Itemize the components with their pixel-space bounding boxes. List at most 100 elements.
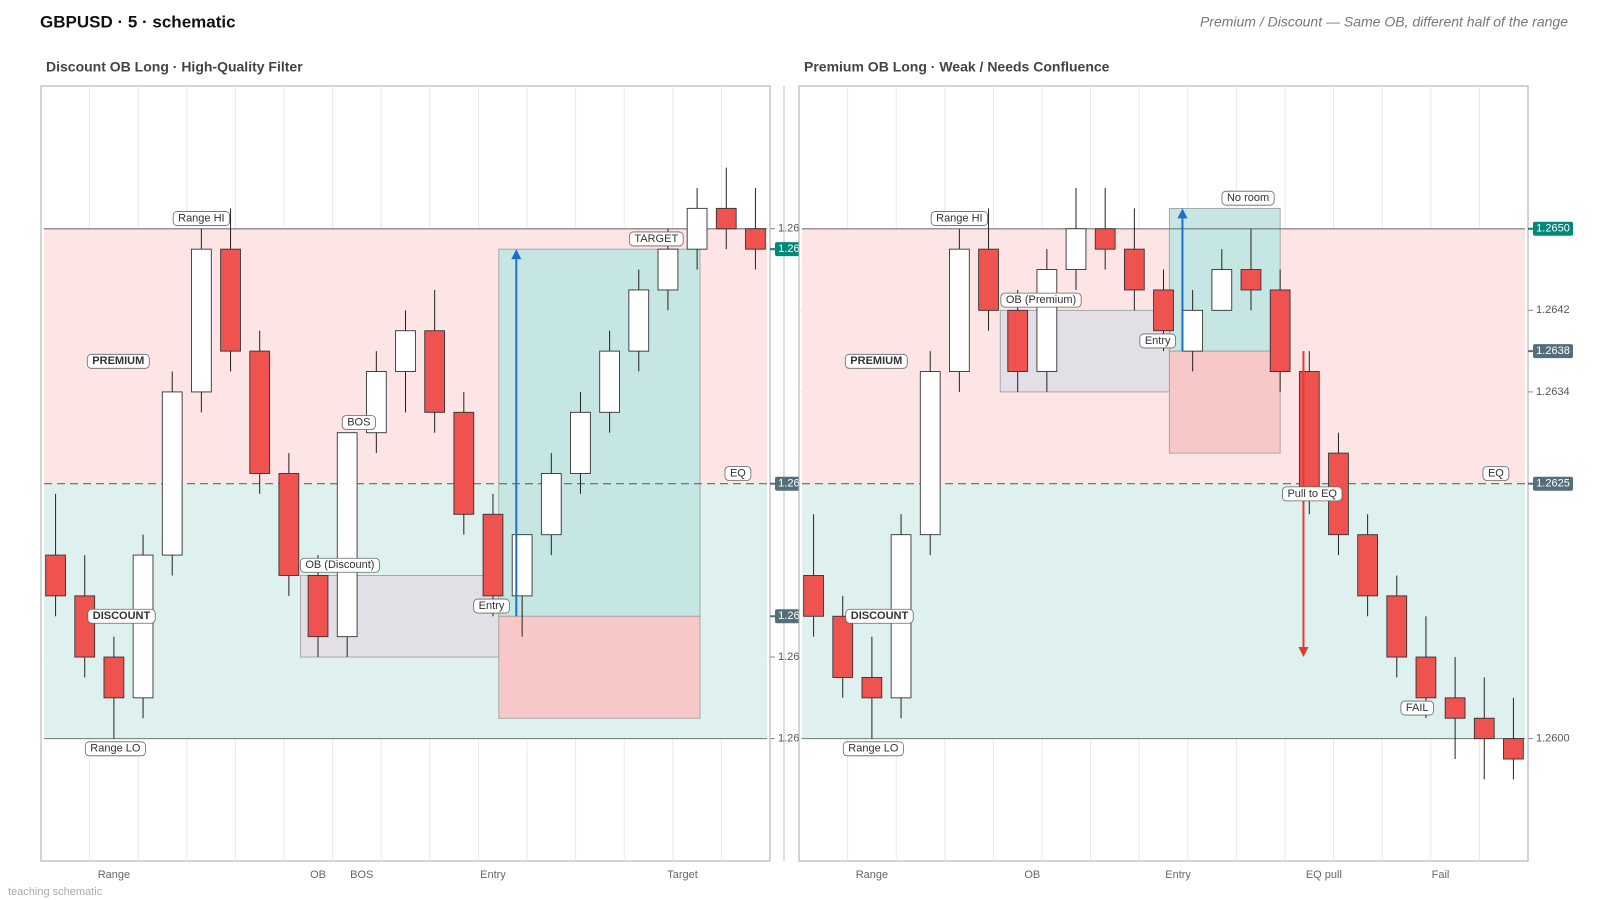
page-title: GBPUSD · 5 · schematic xyxy=(40,12,236,31)
candle-body xyxy=(278,473,300,576)
annotation-box xyxy=(1482,466,1510,481)
x-tick-label: BOS xyxy=(350,869,373,881)
annotation-box xyxy=(844,353,908,369)
annotation-box xyxy=(1139,333,1176,349)
x-tick-label: Fail xyxy=(1432,869,1450,881)
candle-body xyxy=(1211,269,1233,311)
candle-body xyxy=(1415,656,1437,699)
annotation-box xyxy=(930,211,989,226)
annotation: FAIL xyxy=(1406,702,1429,714)
annotation: DISCOUNT xyxy=(93,610,151,622)
y-tick-label: 1.2600 xyxy=(1536,733,1570,745)
candle-body xyxy=(657,248,679,291)
price-tag xyxy=(1533,221,1573,236)
price-tag xyxy=(1533,476,1573,491)
price-tag-label: 1.2625 xyxy=(1536,478,1570,490)
candle-body xyxy=(1007,309,1029,372)
x-tick-label: Entry xyxy=(480,869,506,881)
annotation-box xyxy=(845,608,914,624)
annotation-box xyxy=(1221,190,1275,206)
price-tag xyxy=(1533,344,1573,359)
annotation: TARGET xyxy=(634,233,678,245)
price-tag-label: 1.2650 xyxy=(1536,223,1570,235)
annotation: OB (Premium) xyxy=(1006,294,1076,306)
candle-body xyxy=(1386,595,1408,658)
candle-body xyxy=(540,473,562,536)
candle-body xyxy=(1298,371,1320,495)
price-tag-label: 1.2638 xyxy=(1536,345,1570,357)
annotation-box xyxy=(473,598,510,614)
footer: teaching schematic xyxy=(8,886,103,898)
x-tick-label: Range xyxy=(98,869,130,881)
candle-body xyxy=(249,350,271,474)
candle-body xyxy=(832,615,854,678)
x-tick-label: EQ pull xyxy=(1306,869,1342,881)
page-subtitle: Premium / Discount — Same OB, different … xyxy=(1200,14,1568,30)
candle-body xyxy=(220,248,241,352)
candle-body xyxy=(1094,228,1116,250)
box xyxy=(300,575,500,658)
annotation: Range HI xyxy=(178,212,224,224)
annotation: Range LO xyxy=(90,743,141,755)
annotation: Range HI xyxy=(936,212,982,224)
arrow-head xyxy=(1298,647,1309,658)
candle-body xyxy=(1357,534,1378,597)
annotation: BOS xyxy=(347,416,370,428)
candle-body xyxy=(861,676,883,699)
annotation-box xyxy=(299,557,380,573)
candle-body xyxy=(919,371,941,536)
annotation-box xyxy=(84,741,146,757)
candle-body xyxy=(453,411,475,515)
annotation-box xyxy=(724,466,752,481)
candle-body xyxy=(686,207,708,250)
candle-body xyxy=(1153,289,1174,332)
candle-body xyxy=(103,656,125,699)
candle-body xyxy=(336,432,358,638)
candle-body xyxy=(1182,309,1204,352)
annotation: Pull to EQ xyxy=(1287,488,1337,500)
candle-body xyxy=(161,391,183,556)
candle-body xyxy=(191,248,212,393)
candle-body xyxy=(570,411,591,474)
candle-body xyxy=(45,554,66,597)
annotation: EQ xyxy=(1488,467,1504,479)
annotation-box xyxy=(1282,486,1343,502)
candle-body xyxy=(978,248,999,311)
candle-body xyxy=(745,228,766,250)
annotation: Entry xyxy=(479,600,505,612)
annotation: DISCOUNT xyxy=(851,610,909,622)
x-tick-label: Range xyxy=(856,869,888,881)
panel-title: Discount OB Long · High-Quality Filter xyxy=(46,59,303,75)
candle-body xyxy=(482,513,504,597)
x-tick-label: Target xyxy=(667,869,698,881)
x-tick-label: Entry xyxy=(1165,869,1191,881)
annotation-box xyxy=(341,415,376,430)
x-tick-label: OB xyxy=(310,869,326,881)
candle-body xyxy=(1269,289,1291,372)
candle-body xyxy=(395,330,416,372)
box xyxy=(1168,350,1281,454)
box xyxy=(498,615,701,719)
panel-title: Premium OB Long · Weak / Needs Confluenc… xyxy=(804,59,1110,75)
candle-body xyxy=(1503,738,1524,760)
annotation-box xyxy=(628,231,684,247)
annotation-box xyxy=(86,353,150,369)
candle-body xyxy=(132,554,154,699)
annotation-box xyxy=(842,741,904,757)
annotation-box xyxy=(1400,700,1434,716)
candle-body xyxy=(1240,269,1262,291)
candle-body xyxy=(74,595,96,658)
annotation: OB (Discount) xyxy=(305,559,374,571)
annotation: PREMIUM xyxy=(92,355,144,367)
candle-body xyxy=(1473,717,1495,740)
annotation-box xyxy=(172,211,231,226)
candle-body xyxy=(1065,228,1087,271)
candle-body xyxy=(599,350,620,413)
candle-body xyxy=(1123,248,1145,291)
candle-body xyxy=(949,248,970,372)
candle-body xyxy=(1036,269,1058,372)
candle-body xyxy=(424,330,446,413)
y-tick-label: 1.2634 xyxy=(1536,386,1570,398)
y-tick-label: 1.2642 xyxy=(1536,304,1570,316)
